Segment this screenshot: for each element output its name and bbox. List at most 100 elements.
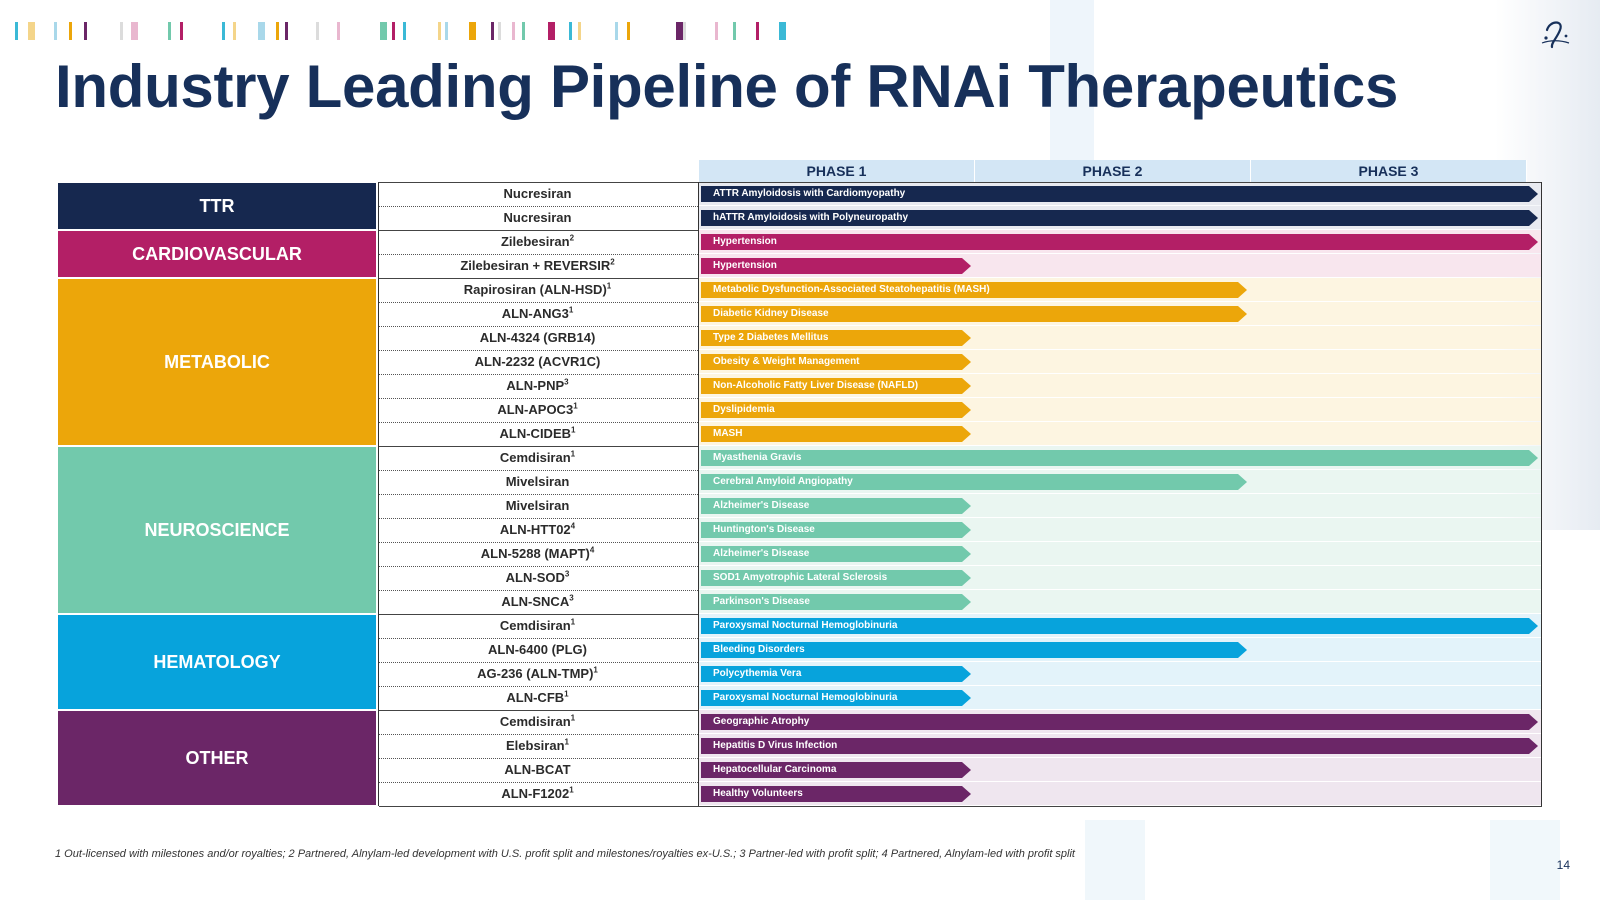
decorative-bar (28, 22, 35, 40)
phase-progress-bar: Polycythemia Vera (701, 666, 971, 682)
category-metabolic: METABOLIC (58, 279, 376, 445)
phase-progress-bar: Alzheimer's Disease (701, 546, 971, 562)
decorative-bar (120, 22, 123, 40)
category-hematology: HEMATOLOGY (58, 615, 376, 709)
decorative-bar (756, 22, 759, 40)
footnote-marker: 4 (570, 521, 576, 531)
drug-label: Cemdisiran (499, 450, 571, 465)
decorative-bar (131, 22, 138, 40)
decorative-bar (392, 22, 395, 40)
decorative-bar (180, 22, 183, 40)
footnote-marker: 1 (564, 689, 569, 699)
footnote-marker: 1 (606, 281, 612, 291)
decorative-bar (569, 22, 572, 40)
drug-label: ALN-6400 (PLG) (488, 642, 587, 657)
decorative-bar (222, 22, 225, 40)
phase-progress-bar: Hypertension (701, 258, 971, 274)
decorative-bar (627, 22, 630, 40)
phase-progress-bar: Huntington's Disease (701, 522, 971, 538)
column-divider (1541, 182, 1542, 806)
drug-name: Cemdisiran1 (379, 710, 696, 734)
decorative-bar (316, 22, 319, 40)
footnote-marker: 1 (570, 617, 576, 627)
footnote-marker: 1 (568, 305, 574, 315)
phase-3-header: PHASE 3 (1251, 160, 1527, 182)
footnote-marker: 4 (589, 545, 595, 555)
decorative-bar (445, 22, 448, 40)
drug-label: ALN-BCAT (504, 762, 571, 777)
decorative-bar (380, 22, 387, 40)
drug-label: ALN-ANG3 (501, 306, 569, 321)
decorative-bar (522, 22, 525, 40)
decorative-bar (779, 22, 786, 40)
decorative-bar (615, 22, 618, 40)
drug-name: Nucresiran (379, 182, 696, 206)
phase-progress-bar: Myasthenia Gravis (701, 450, 1538, 466)
drug-name: ALN-4324 (GRB14) (379, 326, 696, 350)
category-cardiovascular: CARDIOVASCULAR (58, 231, 376, 277)
drug-name: ALN-HTT024 (379, 518, 696, 542)
decorative-bar (512, 22, 515, 40)
pipeline-table: PHASE 1 PHASE 2 PHASE 3 TTR Nucresiran ATT… (58, 160, 1542, 821)
table-border (379, 182, 1542, 183)
footnote-marker: 1 (569, 785, 574, 795)
background-stripe (1050, 0, 1094, 160)
decorative-bar (715, 22, 718, 40)
drug-label: ALN-HTT02 (499, 522, 571, 537)
footnote-marker: 1 (564, 737, 569, 747)
phase-progress-bar: Healthy Volunteers (701, 786, 971, 802)
footnote-marker: 1 (570, 449, 576, 459)
drug-name: ALN-6400 (PLG) (379, 638, 696, 662)
drug-label: ALN-APOC3 (497, 402, 574, 417)
drug-name: ALN-CIDEB1 (379, 422, 696, 446)
drug-label: ALN-SOD (505, 570, 565, 585)
decorative-bar (469, 22, 476, 40)
phase-progress-bar: Non-Alcoholic Fatty Liver Disease (NAFLD… (701, 378, 971, 394)
drug-label: Zilebesiran (500, 234, 570, 249)
drug-name: ALN-CFB1 (379, 686, 696, 710)
drug-label: ALN-CFB (506, 690, 565, 705)
phase-progress-bar: Bleeding Disorders (701, 642, 1247, 658)
drug-label: AG-236 (ALN-TMP) (477, 666, 594, 681)
drug-label: Cemdisiran (499, 714, 571, 729)
drug-label: ALN-2232 (ACVR1C) (474, 354, 601, 369)
drug-name: Rapirosiran (ALN-HSD)1 (379, 278, 696, 302)
decorative-bar (69, 22, 72, 40)
phase-progress-bar: MASH (701, 426, 971, 442)
drug-label: ALN-F1202 (501, 786, 570, 801)
phase-2-header: PHASE 2 (975, 160, 1251, 182)
drug-name: Mivelsiran (379, 470, 696, 494)
decorative-bar (258, 22, 265, 40)
footnote-marker: 1 (571, 425, 576, 435)
category-other: OTHER (58, 711, 376, 805)
drug-name: Zilebesiran + REVERSIR2 (379, 254, 696, 278)
drug-name: ALN-APOC31 (379, 398, 696, 422)
footnote-marker: 3 (564, 569, 570, 579)
drug-name: Mivelsiran (379, 494, 696, 518)
phase-progress-bar: Geographic Atrophy (701, 714, 1538, 730)
drug-name: AG-236 (ALN-TMP)1 (379, 662, 696, 686)
drug-label: Nucresiran (503, 186, 572, 201)
background-stripe (1490, 820, 1560, 900)
footnote-marker: 2 (569, 233, 575, 243)
drug-label: ALN-4324 (GRB14) (479, 330, 596, 345)
decorative-bar (491, 22, 494, 40)
decorative-bar (683, 22, 686, 40)
page-number: 14 (1556, 858, 1570, 872)
table-border (379, 806, 1542, 807)
decorative-bar (233, 22, 236, 40)
drug-name: ALN-ANG31 (379, 302, 696, 326)
decorative-bar (54, 22, 57, 40)
drug-name: ALN-2232 (ACVR1C) (379, 350, 696, 374)
category-ttr: TTR (58, 183, 376, 229)
footnote-marker: 3 (569, 593, 574, 603)
drug-name: Cemdisiran1 (379, 614, 696, 638)
column-divider (378, 182, 379, 806)
drug-name: ALN-5288 (MAPT)4 (379, 542, 696, 566)
footnote-marker: 1 (570, 713, 576, 723)
phase-progress-bar: ATTR Amyloidosis with Cardiomyopathy (701, 186, 1538, 202)
phase-progress-bar: Type 2 Diabetes Mellitus (701, 330, 971, 346)
drug-name: ALN-F12021 (379, 782, 696, 806)
background-stripe (1085, 820, 1145, 900)
phase-progress-bar: hATTR Amyloidosis with Polyneuropathy (701, 210, 1538, 226)
